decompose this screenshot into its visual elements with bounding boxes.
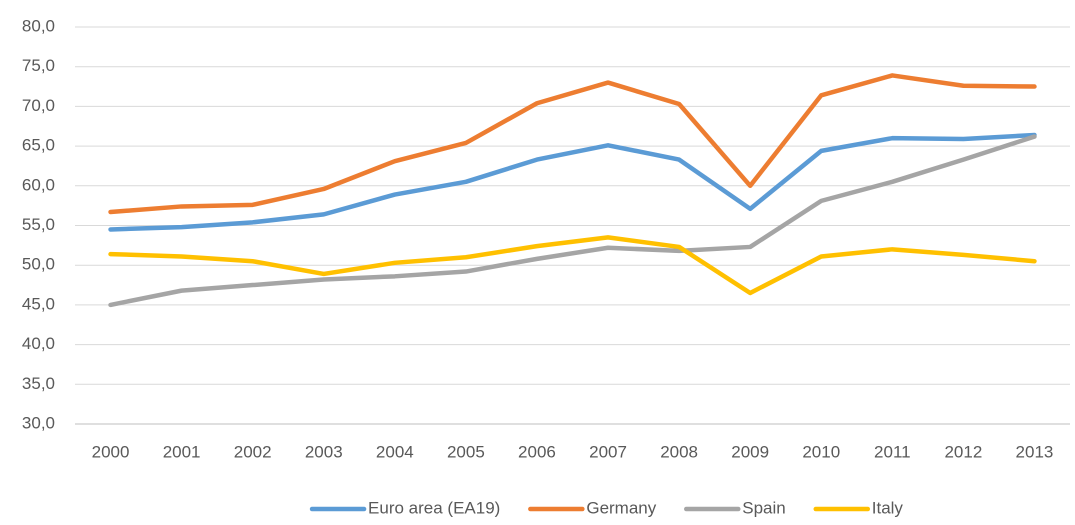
y-tick-label: 40,0	[22, 334, 55, 353]
y-tick-label: 70,0	[22, 96, 55, 115]
y-tick-label: 60,0	[22, 175, 55, 194]
x-tick-label: 2011	[874, 442, 911, 461]
x-tick-label: 2006	[518, 442, 556, 461]
x-tick-label: 2000	[92, 442, 130, 461]
y-tick-label: 50,0	[22, 255, 55, 274]
x-tick-label: 2002	[234, 442, 272, 461]
legend-label: Euro area (EA19)	[368, 498, 500, 517]
y-tick-label: 35,0	[22, 374, 55, 393]
series-line	[108, 73, 1037, 215]
x-tick-label: 2003	[305, 442, 343, 461]
y-tick-label: 30,0	[22, 413, 55, 432]
x-tick-label: 2008	[660, 442, 698, 461]
x-tick-label: 2009	[731, 442, 769, 461]
x-tick-label: 2005	[447, 442, 485, 461]
x-tick-label: 2010	[802, 442, 840, 461]
x-tick-label: 2013	[1016, 442, 1054, 461]
legend-label: Italy	[872, 498, 904, 517]
x-tick-label: 2004	[376, 442, 414, 461]
y-tick-label: 80,0	[22, 16, 55, 35]
y-tick-label: 65,0	[22, 136, 55, 155]
y-tick-label: 55,0	[22, 215, 55, 234]
y-tick-label: 75,0	[22, 56, 55, 75]
series-line	[108, 235, 1037, 296]
x-tick-label: 2007	[589, 442, 627, 461]
x-tick-label: 2012	[944, 442, 982, 461]
x-tick-label: 2001	[163, 442, 201, 461]
y-tick-label: 45,0	[22, 294, 55, 313]
series-line	[108, 134, 1037, 308]
series-line	[108, 132, 1037, 232]
legend-label: Spain	[742, 498, 785, 517]
legend-label: Germany	[586, 498, 656, 517]
